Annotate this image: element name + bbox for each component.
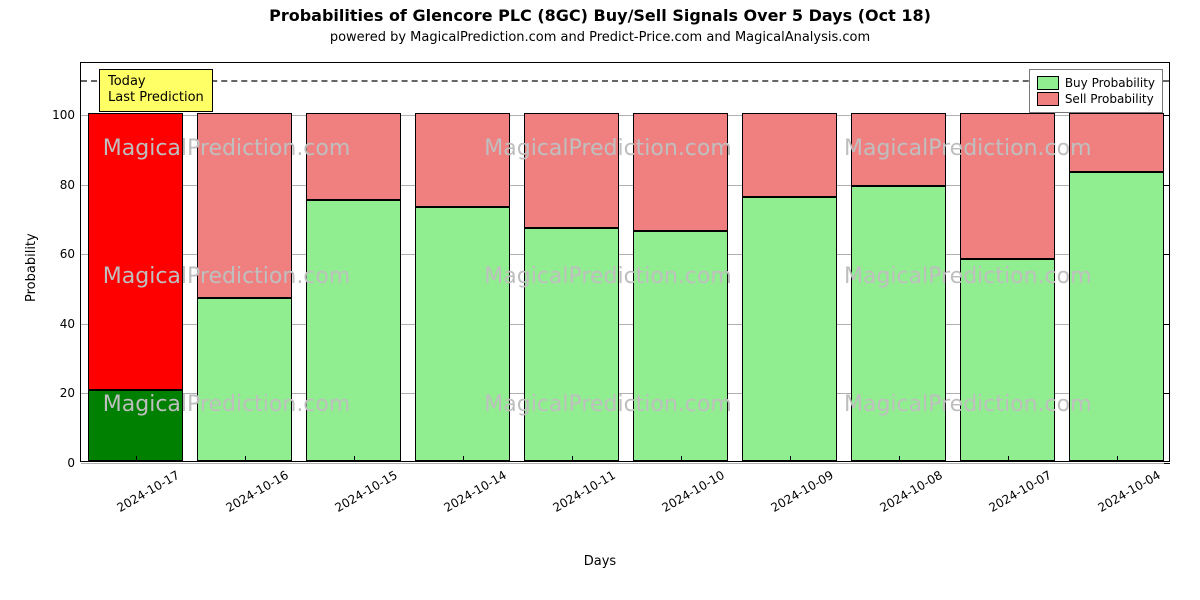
y-tick-label: 60 — [60, 247, 81, 261]
gridline — [81, 463, 1169, 464]
bar-sell — [197, 113, 293, 297]
bar-slot — [197, 63, 293, 461]
x-tick-mark — [790, 456, 791, 462]
bar-buy — [88, 390, 184, 461]
x-tick-mark — [899, 456, 900, 462]
bar-slot — [306, 63, 402, 461]
x-tick-mark — [245, 456, 246, 462]
x-tick-label: 2024-10-17 — [110, 461, 181, 515]
bar-sell — [960, 113, 1056, 259]
bar-sell — [306, 113, 402, 200]
x-tick-mark — [136, 456, 137, 462]
bar-buy — [1069, 172, 1165, 461]
bars-layer — [81, 63, 1169, 461]
y-tick-label: 80 — [60, 178, 81, 192]
y-tick-mark — [1164, 185, 1170, 186]
legend-swatch — [1037, 92, 1059, 106]
bar-slot — [960, 63, 1056, 461]
y-axis-label: Probability — [24, 233, 39, 302]
annotation-line1: Today — [108, 74, 204, 90]
x-tick-label: 2024-10-08 — [873, 461, 944, 515]
y-tick-label: 100 — [52, 108, 81, 122]
bar-slot — [415, 63, 511, 461]
bar-buy — [633, 231, 729, 461]
y-tick-mark — [1164, 393, 1170, 394]
bar-buy — [742, 197, 838, 461]
bar-slot — [524, 63, 620, 461]
legend-item: Sell Probability — [1037, 91, 1155, 107]
bar-sell — [1069, 113, 1165, 172]
x-tick-label: 2024-10-14 — [437, 461, 508, 515]
x-tick-label: 2024-10-10 — [655, 461, 726, 515]
bar-sell — [415, 113, 511, 207]
chart-container: Probabilities of Glencore PLC (8GC) Buy/… — [0, 0, 1200, 600]
bar-buy — [960, 259, 1056, 461]
x-tick-mark — [463, 456, 464, 462]
x-tick-mark — [354, 456, 355, 462]
bar-sell — [633, 113, 729, 231]
chart-title: Probabilities of Glencore PLC (8GC) Buy/… — [0, 6, 1200, 25]
y-tick-mark — [1164, 254, 1170, 255]
y-tick-mark — [1164, 115, 1170, 116]
legend: Buy Probability Sell Probability — [1029, 69, 1163, 113]
x-tick-label: 2024-10-04 — [1091, 461, 1162, 515]
plot-area: MagicalPrediction.comMagicalPrediction.c… — [80, 62, 1170, 462]
x-tick-mark — [572, 456, 573, 462]
bar-slot — [851, 63, 947, 461]
bar-slot — [1069, 63, 1165, 461]
bar-sell — [851, 113, 947, 186]
x-tick-label: 2024-10-15 — [328, 461, 399, 515]
legend-swatch — [1037, 76, 1059, 90]
bar-buy — [851, 186, 947, 461]
bar-slot — [88, 63, 184, 461]
y-tick-label: 0 — [67, 456, 81, 470]
bar-sell — [524, 113, 620, 228]
x-axis-label: Days — [0, 554, 1200, 569]
bar-sell — [88, 113, 184, 390]
legend-label: Sell Probability — [1065, 92, 1154, 106]
bar-buy — [415, 207, 511, 461]
x-tick-label: 2024-10-09 — [764, 461, 835, 515]
legend-item: Buy Probability — [1037, 75, 1155, 91]
legend-label: Buy Probability — [1065, 76, 1155, 90]
bar-sell — [742, 113, 838, 196]
bar-buy — [306, 200, 402, 461]
bar-buy — [524, 228, 620, 461]
annotation-line2: Last Prediction — [108, 90, 204, 106]
bar-buy — [197, 298, 293, 461]
bar-slot — [633, 63, 729, 461]
chart-subtitle: powered by MagicalPrediction.com and Pre… — [0, 30, 1200, 45]
x-tick-mark — [681, 456, 682, 462]
y-tick-mark — [1164, 324, 1170, 325]
today-annotation: Today Last Prediction — [99, 69, 213, 112]
x-tick-label: 2024-10-16 — [219, 461, 290, 515]
y-tick-mark — [1164, 463, 1170, 464]
x-tick-label: 2024-10-07 — [982, 461, 1053, 515]
x-tick-mark — [1117, 456, 1118, 462]
x-tick-label: 2024-10-11 — [546, 461, 617, 515]
y-tick-label: 20 — [60, 386, 81, 400]
bar-slot — [742, 63, 838, 461]
y-tick-label: 40 — [60, 317, 81, 331]
x-tick-mark — [1008, 456, 1009, 462]
